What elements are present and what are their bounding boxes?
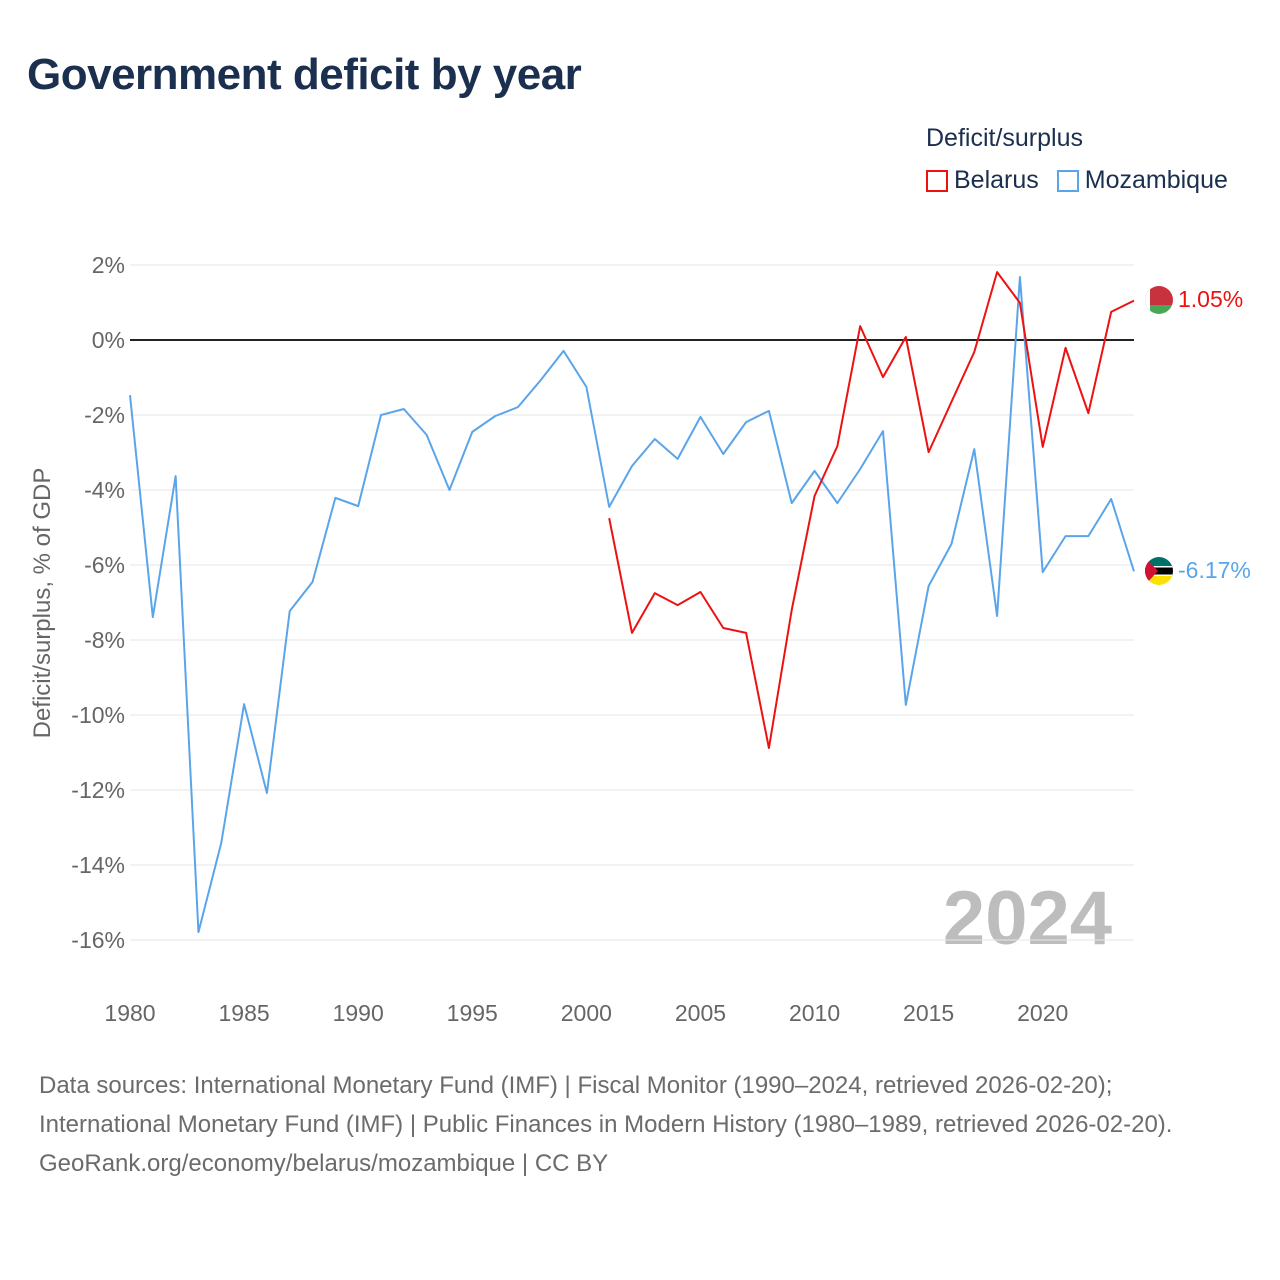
y-tick-label: 2% [92,252,125,278]
legend-label: Belarus [954,166,1039,194]
y-tick-label: -14% [71,852,125,878]
legend-title: Deficit/surplus [926,124,1083,152]
legend-swatch-mozambique [1056,169,1079,192]
series-line-mozambique[interactable] [129,276,1135,934]
y-tick-label: -10% [71,702,125,728]
y-tick-label: -8% [84,627,125,653]
y-tick-label: 0% [92,327,125,353]
credit-link[interactable]: GeoRank.org/economy/belarus/mozambique |… [39,1150,609,1177]
footer: Data sources: International Monetary Fun… [39,1066,1239,1183]
y-tick-label: -16% [71,927,125,953]
x-tick-label: 1980 [104,1000,155,1026]
legend: Belarus Mozambique [926,166,1228,195]
x-tick-label: 1995 [447,1000,498,1026]
chart: 2024 Deficit/surplus, % of GDP 2% 0% -2% -4… [29,252,1251,1026]
y-tick-label: -2% [84,402,125,428]
page-title: Government deficit by year [27,50,582,99]
legend-item-belarus[interactable]: Belarus [926,166,1039,195]
x-tick-label: 2020 [1017,1000,1068,1026]
belarus-flag-icon [1145,286,1173,314]
y-tick-label: -12% [71,777,125,803]
y-tick-label: -4% [84,477,125,503]
x-tick-label: 2010 [789,1000,840,1026]
y-tick-label: -6% [84,552,125,578]
y-axis-label: Deficit/surplus, % of GDP [29,468,56,739]
x-tick-label: 1985 [219,1000,270,1026]
mozambique-flag-icon [1145,557,1173,585]
x-tick-label: 1990 [333,1000,384,1026]
x-tick-label: 2000 [561,1000,612,1026]
legend-label: Mozambique [1084,166,1228,194]
year-watermark: 2024 [943,876,1112,961]
legend-item-mozambique[interactable]: Mozambique [1056,166,1228,195]
belarus-end-label: 1.05% [1178,286,1243,312]
data-sources: Data sources: International Monetary Fun… [39,1072,1173,1138]
mozambique-end-label: -6.17% [1178,557,1251,583]
x-tick-label: 2015 [903,1000,954,1026]
legend-swatch-belarus [926,169,948,192]
series-line-belarus[interactable] [608,271,1135,749]
x-tick-label: 2005 [675,1000,726,1026]
